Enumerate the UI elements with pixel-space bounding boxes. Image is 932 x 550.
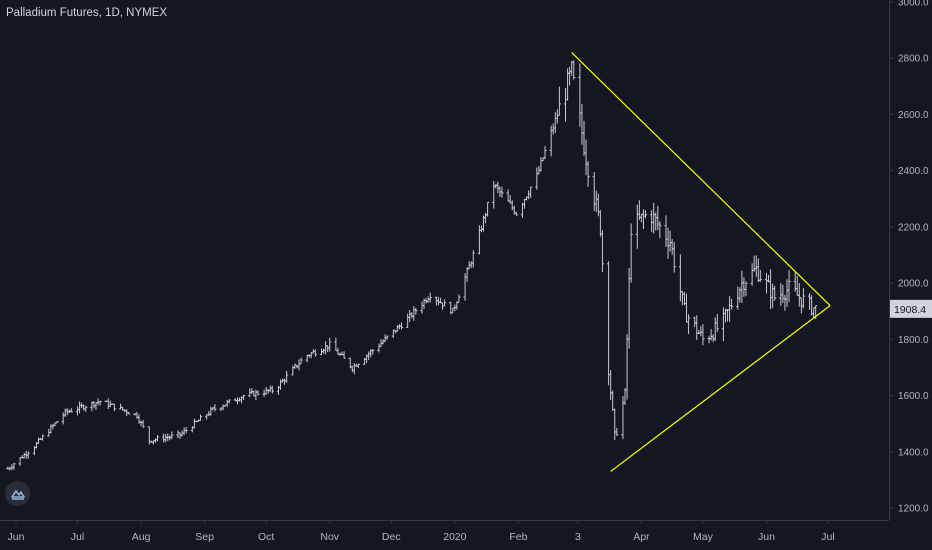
price-tick-label: 1200.0 — [898, 504, 929, 515]
price-tick-label: 1400.0 — [898, 447, 929, 458]
price-tick-label: 1800.0 — [898, 335, 929, 346]
price-tick-label: 3000.0 — [898, 0, 929, 9]
time-tick-label: Apr — [633, 531, 650, 543]
time-tick-label: Nov — [320, 531, 339, 543]
time-tick-label: Oct — [258, 531, 274, 543]
price-tick-label: 2800.0 — [898, 54, 929, 65]
time-tick-label: Aug — [132, 531, 151, 543]
time-tick-label: Feb — [509, 531, 527, 543]
time-tick-label: Jun — [758, 531, 775, 543]
price-axis-border — [889, 0, 890, 520]
chart-title: Palladium Futures, 1D, NYMEX — [6, 7, 168, 19]
last-price-badge — [889, 299, 932, 318]
time-tick-label: 3 — [575, 531, 581, 543]
time-tick-label: Jul — [821, 531, 834, 543]
price-tick-label: 2400.0 — [898, 166, 929, 177]
price-tick-label: 1600.0 — [898, 391, 929, 402]
upper-trendline — [571, 52, 831, 307]
lower-trendline — [610, 305, 831, 472]
chart-logo-icon[interactable] — [5, 481, 30, 506]
price-tick-label: 2200.0 — [898, 222, 929, 233]
time-axis-border — [0, 520, 889, 521]
time-tick-label: Dec — [382, 531, 401, 543]
time-tick-label: May — [693, 531, 714, 543]
time-tick-label: Jun — [8, 531, 25, 543]
price-tick-label: 2600.0 — [898, 110, 929, 121]
price-tick-label: 2000.0 — [898, 279, 929, 290]
last-price-label: 1908.4 — [894, 304, 926, 316]
time-tick-label: 2020 — [443, 531, 467, 543]
time-tick-label: Sep — [195, 531, 214, 543]
time-tick-label: Jul — [71, 531, 84, 543]
